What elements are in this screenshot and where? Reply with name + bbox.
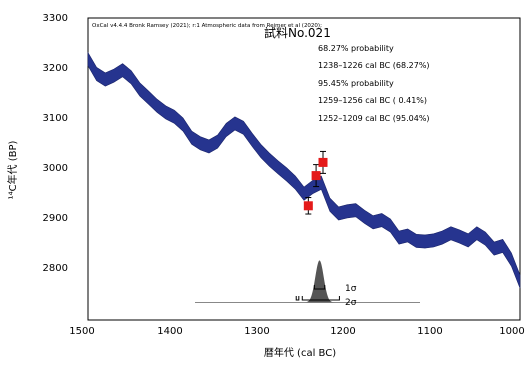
probability-distribution bbox=[291, 260, 348, 303]
y-tick-label: 3000 bbox=[43, 163, 68, 174]
credit-text: OxCal v4.4.4 Bronk Ramsey (2021); r:1 At… bbox=[92, 23, 322, 29]
sigma-1-label: 1σ bbox=[345, 284, 357, 294]
prob-line-1: 68.27% probability bbox=[318, 44, 394, 53]
y-tick-label: 3100 bbox=[43, 113, 68, 124]
sigma-2-label: 2σ bbox=[345, 298, 357, 308]
x-tick-label: 1300 bbox=[244, 326, 269, 337]
x-tick-label: 1200 bbox=[330, 326, 355, 337]
prob-line-3: 95.45% probability bbox=[318, 79, 394, 88]
measurement-marker bbox=[303, 201, 313, 211]
x-tick-label: 1100 bbox=[417, 326, 442, 337]
y-tick-label: 3200 bbox=[43, 63, 68, 74]
calibration-curve-band bbox=[87, 51, 521, 289]
sigma-range-bracket bbox=[301, 296, 340, 301]
y-tick-label: 3300 bbox=[43, 13, 68, 24]
y-tick-label: 2800 bbox=[43, 263, 68, 274]
measurement-marker bbox=[318, 157, 328, 167]
sigma-range-brackets bbox=[295, 285, 340, 301]
x-axis-ticks: 1500 1400 1300 1200 1100 1000 bbox=[69, 326, 524, 337]
y-axis-ticks: 3300 3200 3100 3000 2900 2800 bbox=[43, 13, 68, 274]
x-tick-label: 1500 bbox=[69, 326, 94, 337]
prob-line-5: 1252–1209 cal BC (95.04%) bbox=[318, 114, 430, 123]
sample-label: 試料No.021 bbox=[264, 25, 331, 40]
measurement-points bbox=[303, 150, 328, 215]
x-tick-label: 1000 bbox=[499, 326, 524, 337]
x-tick-label: 1400 bbox=[157, 326, 182, 337]
prob-line-2: 1238–1226 cal BC (68.27%) bbox=[318, 61, 430, 70]
plot-frame bbox=[87, 17, 521, 321]
x-axis-title: 暦年代 (cal BC) bbox=[264, 346, 336, 359]
sigma-range-bracket bbox=[295, 296, 300, 301]
sigma-range-bracket bbox=[313, 285, 326, 290]
y-axis-title: ¹⁴C年代 (BP) bbox=[6, 140, 19, 199]
measurement-marker bbox=[311, 171, 321, 181]
prob-line-4: 1259–1256 cal BC ( 0.41%) bbox=[318, 96, 427, 105]
y-tick-label: 2900 bbox=[43, 213, 68, 224]
